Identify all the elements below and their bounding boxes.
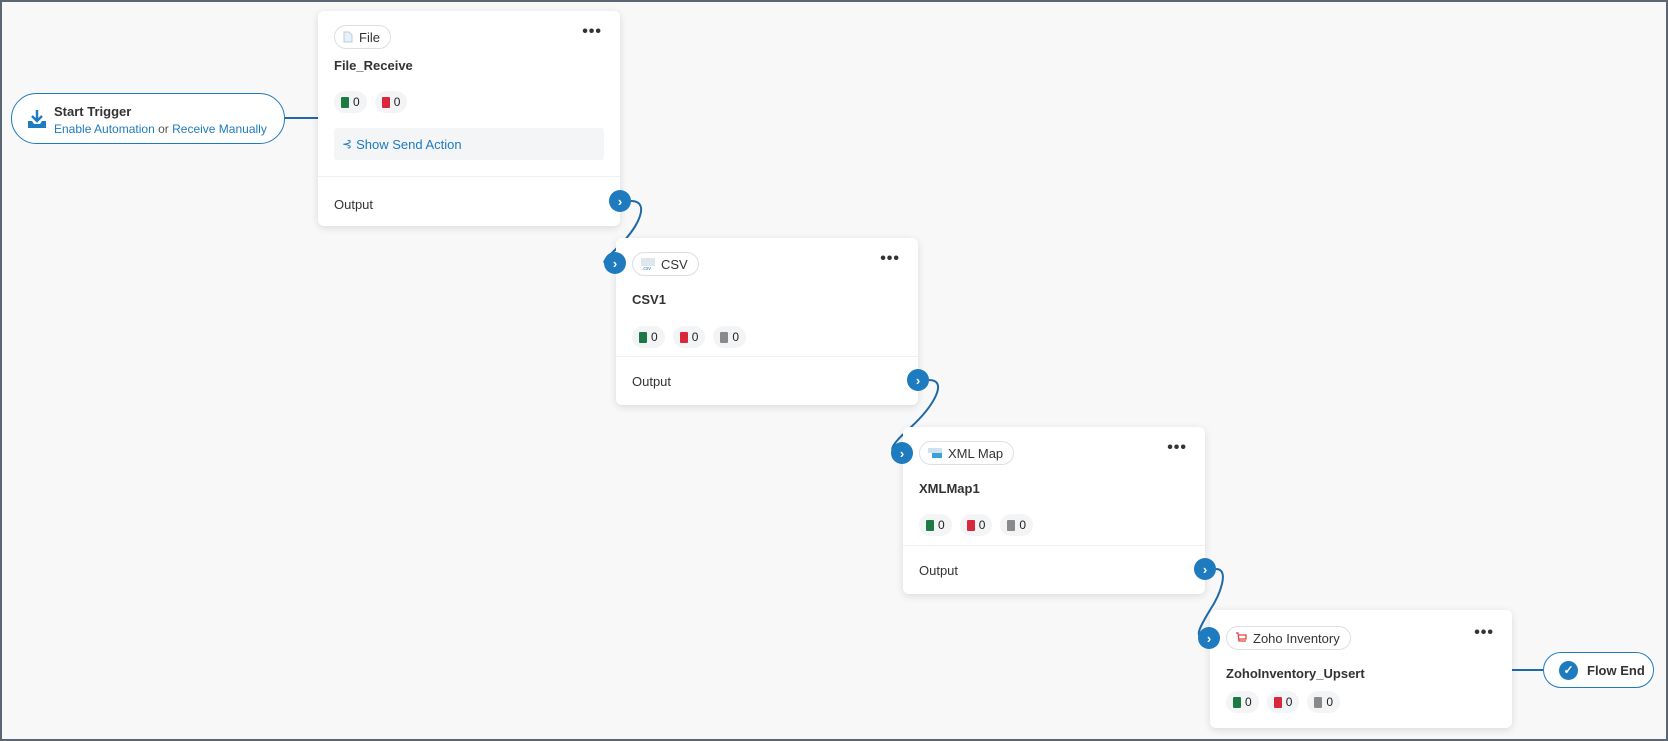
svg-text:.csv: .csv (642, 266, 651, 270)
success-count: 0 (353, 95, 360, 109)
node-type-label: CSV (661, 256, 688, 272)
share-icon: ⊰ (342, 137, 353, 151)
check-circle-icon: ✓ (1559, 660, 1578, 680)
pending-file-icon (1007, 519, 1016, 531)
success-count: 0 (938, 518, 945, 532)
error-file-icon (1273, 696, 1282, 708)
show-send-action-label: Show Send Action (356, 136, 462, 152)
pending-count: 0 (732, 330, 740, 344)
success-count: 0 (651, 330, 658, 344)
success-file-icon (639, 331, 647, 343)
start-trigger-title: Start Trigger (54, 104, 132, 119)
divider (903, 545, 1205, 546)
more-options-button[interactable]: ••• (1474, 624, 1494, 641)
node-card-file-receive[interactable]: File ••• File_Receive 0 0 ⊰ Show Send Ac… (318, 11, 631, 226)
success-count-badge[interactable]: 0 (334, 91, 367, 113)
node-card-xmlmap1[interactable]: › XML Map ••• XMLMap1 0 0 0 Output › (891, 427, 1216, 594)
node-name: CSV1 (632, 292, 666, 307)
success-count-badge[interactable]: 0 (919, 514, 952, 536)
node-type-label: Zoho Inventory (1253, 630, 1340, 646)
success-file-icon (341, 96, 349, 108)
pending-file-icon (720, 331, 729, 343)
output-port[interactable]: › (907, 369, 929, 391)
node-name: File_Receive (334, 58, 413, 73)
divider (616, 356, 918, 357)
input-port[interactable]: › (891, 442, 913, 464)
xml-map-icon (928, 448, 942, 458)
output-port[interactable]: › (609, 190, 631, 212)
node-type-tag: Zoho Inventory (1226, 626, 1351, 650)
input-port[interactable]: › (604, 252, 626, 274)
pending-count: 0 (1019, 518, 1027, 532)
pending-count: 0 (1326, 695, 1334, 709)
node-card-zohoinventory-upsert[interactable]: › Zoho Inventory ••• ZohoInventory_Upser… (1198, 610, 1512, 728)
node-type-tag: File (334, 25, 391, 49)
file-icon (343, 31, 353, 43)
node-name: XMLMap1 (919, 481, 980, 496)
more-options-button[interactable]: ••• (582, 23, 602, 40)
separator-text: or (158, 122, 169, 136)
input-port[interactable]: › (1198, 627, 1220, 649)
error-count-badge[interactable]: 0 (959, 514, 993, 536)
error-count-badge[interactable]: 0 (374, 91, 408, 113)
chevron-right-icon: › (1206, 630, 1212, 646)
start-trigger-node[interactable]: Start Trigger Enable Automation or Recei… (11, 93, 285, 144)
error-count: 0 (691, 330, 699, 344)
pending-file-icon (1314, 696, 1323, 708)
output-label: Output (334, 197, 374, 212)
chevron-right-icon: › (1202, 561, 1208, 577)
error-file-icon (381, 96, 390, 108)
success-file-icon (926, 519, 934, 531)
success-count: 0 (1245, 695, 1252, 709)
flow-end-label: Flow End (1587, 662, 1645, 678)
node-type-tag: XML Map (919, 441, 1015, 465)
chevron-right-icon: › (915, 372, 921, 388)
pending-count-badge[interactable]: 0 (1000, 514, 1034, 536)
csv-icon: .csv (641, 258, 655, 270)
output-label: Output (919, 563, 959, 578)
receive-manually-link[interactable]: Receive Manually (172, 122, 267, 136)
chevron-right-icon: › (612, 255, 618, 271)
enable-automation-link[interactable]: Enable Automation (54, 122, 155, 136)
pending-count-badge[interactable]: 0 (1307, 691, 1341, 713)
node-name: ZohoInventory_Upsert (1226, 666, 1365, 681)
error-file-icon (966, 519, 975, 531)
node-card-csv1[interactable]: › .csv CSV ••• CSV1 0 0 0 Output › (604, 238, 929, 405)
more-options-button[interactable]: ••• (1167, 439, 1187, 456)
chevron-right-icon: › (899, 445, 905, 461)
error-file-icon (679, 331, 688, 343)
pending-count-badge[interactable]: 0 (713, 326, 747, 348)
download-icon (28, 110, 46, 128)
zoho-inventory-icon (1236, 632, 1247, 642)
error-count: 0 (1285, 695, 1293, 709)
error-count: 0 (393, 95, 401, 109)
output-port[interactable]: › (1194, 558, 1216, 580)
more-options-button[interactable]: ••• (880, 250, 900, 267)
node-type-label: XML Map (948, 445, 1004, 461)
show-send-action-button[interactable]: ⊰ Show Send Action (334, 128, 604, 160)
flow-end-node[interactable]: ✓ Flow End (1543, 652, 1654, 688)
error-count-badge[interactable]: 0 (1266, 691, 1300, 713)
node-type-label: File (359, 29, 380, 45)
error-count-badge[interactable]: 0 (672, 326, 706, 348)
chevron-right-icon: › (617, 193, 623, 209)
success-file-icon (1233, 696, 1241, 708)
success-count-badge[interactable]: 0 (632, 326, 665, 348)
success-count-badge[interactable]: 0 (1226, 691, 1259, 713)
output-label: Output (632, 374, 672, 389)
error-count: 0 (978, 518, 986, 532)
node-type-tag: .csv CSV (632, 252, 699, 276)
divider (318, 176, 620, 177)
